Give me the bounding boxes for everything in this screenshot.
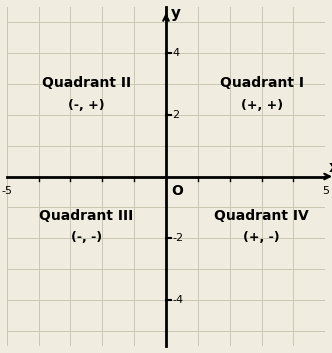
Text: (-, +): (-, +) xyxy=(68,99,105,112)
Text: 5: 5 xyxy=(322,186,329,196)
Text: x: x xyxy=(329,160,332,175)
Text: -4: -4 xyxy=(172,295,184,305)
Text: 4: 4 xyxy=(172,48,180,58)
Text: 2: 2 xyxy=(172,110,180,120)
Text: -5: -5 xyxy=(1,186,12,196)
Text: Quadrant II: Quadrant II xyxy=(42,76,131,90)
Text: Quadrant IV: Quadrant IV xyxy=(214,209,309,223)
Text: O: O xyxy=(171,184,183,198)
Text: (-, -): (-, -) xyxy=(71,231,102,244)
Text: Quadrant I: Quadrant I xyxy=(219,76,304,90)
Text: Quadrant III: Quadrant III xyxy=(39,209,133,223)
Text: (+, -): (+, -) xyxy=(243,231,280,244)
Text: y: y xyxy=(171,6,181,21)
Text: -2: -2 xyxy=(172,233,184,243)
Text: (+, +): (+, +) xyxy=(241,99,283,112)
